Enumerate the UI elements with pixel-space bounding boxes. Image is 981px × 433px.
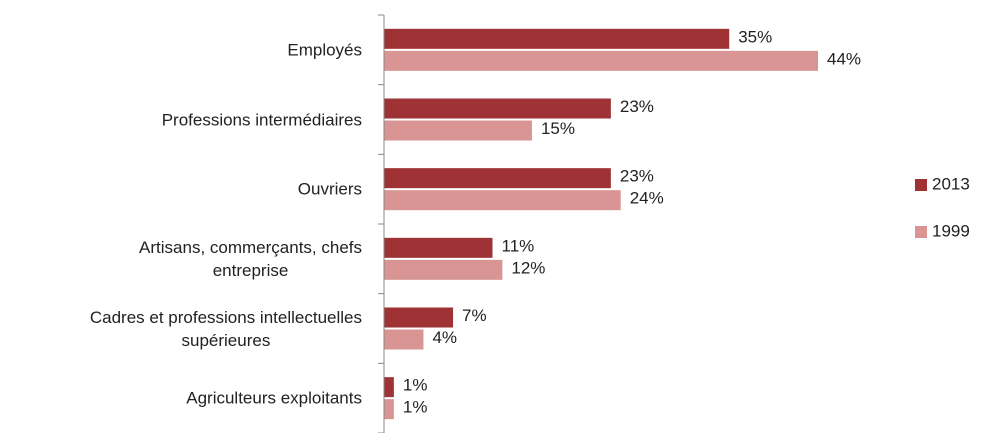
category-label: Ouvriers	[297, 179, 362, 199]
bar	[384, 307, 454, 328]
data-label: 15%	[541, 119, 575, 138]
data-label: 1%	[403, 398, 428, 417]
data-label: 7%	[462, 306, 487, 325]
data-label: 23%	[620, 97, 654, 116]
data-label: 35%	[738, 27, 772, 46]
bar	[384, 329, 424, 350]
data-label: 44%	[827, 49, 861, 68]
bar	[384, 28, 730, 49]
category-label: Professions intermédiaires	[161, 110, 362, 129]
legend-label: 1999	[932, 221, 970, 240]
bar	[384, 399, 394, 420]
data-label: 12%	[511, 258, 545, 277]
legend-swatch	[915, 226, 927, 238]
data-label: 4%	[432, 328, 457, 347]
bar	[384, 120, 532, 141]
data-label: 24%	[630, 189, 664, 208]
bar	[384, 98, 611, 119]
category-label: Agriculteurs exploitants	[186, 388, 362, 408]
bar	[384, 377, 394, 398]
legend-label: 2013	[932, 174, 970, 193]
category-label: Employés	[287, 40, 362, 60]
bar	[384, 237, 493, 258]
category-label: Artisans, commerçants, chefs entreprise	[139, 237, 362, 280]
bar	[384, 190, 621, 211]
bar	[384, 259, 503, 280]
category-label: Cadres et professions intellectuelles su…	[89, 307, 362, 350]
legend-swatch	[915, 179, 927, 191]
bar	[384, 168, 611, 189]
data-label: 23%	[620, 167, 654, 186]
data-label: 1%	[403, 376, 428, 395]
data-label: 11%	[502, 236, 535, 255]
bar	[384, 50, 818, 71]
